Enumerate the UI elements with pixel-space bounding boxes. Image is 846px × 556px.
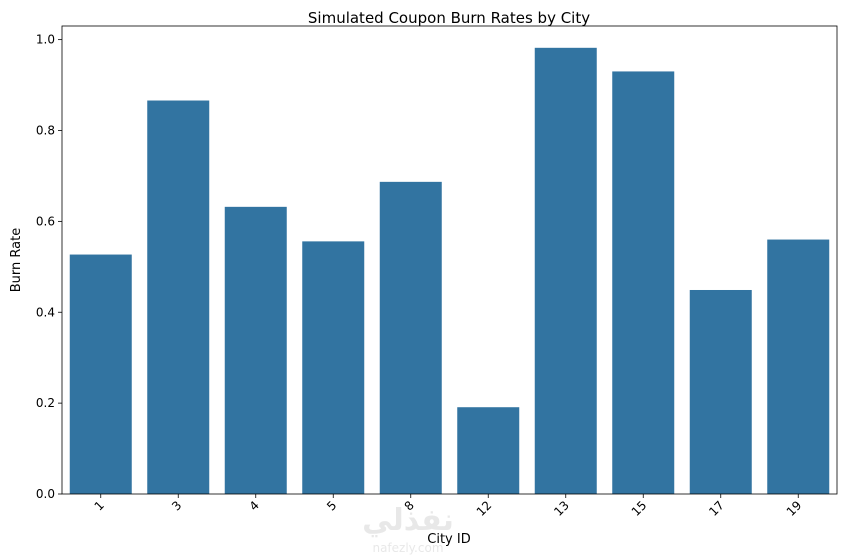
y-axis-label: Burn Rate [9,228,24,292]
x-tick-label-17: 17 [706,498,727,519]
x-tick-label-5: 5 [324,498,339,513]
watermark: نفذلي nafezly.com [362,503,454,555]
y-tick-label: 0.6 [36,214,55,228]
x-tick-label-12: 12 [474,498,495,519]
y-tick-label: 0.4 [36,305,55,319]
bar-city-8 [379,181,442,494]
bar-city-5 [302,241,365,494]
x-tick-label-15: 15 [629,498,650,519]
bar-city-12 [457,407,520,494]
x-tick-label-1: 1 [92,498,107,513]
chart-title: Simulated Coupon Burn Rates by City [308,9,590,27]
y-tick-label: 1.0 [36,33,55,47]
y-tick-label: 0.0 [36,487,55,501]
x-tick-label-4: 4 [247,498,262,513]
y-tick-label: 0.8 [36,124,55,138]
x-tick-label-3: 3 [169,498,184,513]
bar-city-13 [534,47,597,495]
bar-city-1 [69,254,132,494]
bar-city-3 [147,100,210,494]
watermark-logo-text: نفذلي [362,503,454,538]
bars-group [69,47,830,495]
x-axis-label: City ID [427,532,470,547]
bar-city-15 [612,71,675,494]
plot-frame [61,25,838,495]
x-tick-label-19: 19 [784,498,805,519]
bar-city-19 [767,239,830,494]
y-tick-label: 0.2 [36,396,55,410]
bar-city-4 [224,206,287,494]
y-axis-ticks: 0.0 0.2 0.4 0.6 0.8 1.0 [36,33,62,501]
x-tick-label-13: 13 [551,498,572,519]
watermark-url: nafezly.com [372,541,443,555]
bar-city-17 [689,289,752,494]
